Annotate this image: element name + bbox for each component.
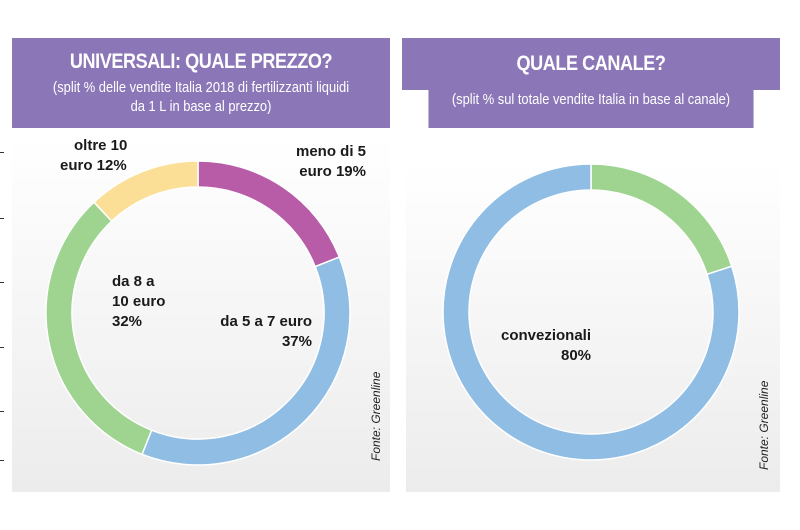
edge-tick <box>0 152 4 153</box>
price-panel: UNIVERSALI: QUALE PREZZO? (split % delle… <box>12 38 390 492</box>
slice-label: oltre 10 euro 12% <box>60 137 127 174</box>
channel-panel: QUALE CANALE? (split % sul totale vendit… <box>402 38 780 492</box>
slice-label: meno di 5 euro 19% <box>296 143 366 180</box>
channel-header: QUALE CANALE? <box>402 38 780 90</box>
price-subtitle: (split % delle vendite Italia 2018 di fe… <box>52 79 350 115</box>
slice-label: bio 20% <box>652 162 709 166</box>
source-note: Fonte: Greenline <box>757 380 771 470</box>
edge-tick <box>0 347 4 348</box>
channel-title: QUALE CANALE? <box>516 52 666 75</box>
donut-slice <box>141 256 351 466</box>
slice-label: da 8 a 10 euro 32% <box>112 273 165 330</box>
slice-label: convezionali 80% <box>501 327 591 364</box>
price-header: UNIVERSALI: QUALE PREZZO? (split % delle… <box>12 38 390 128</box>
donut-slice <box>92 160 199 223</box>
edge-tick <box>0 282 4 283</box>
source-note: Fonte: Greenline <box>369 371 383 461</box>
edge-tick <box>0 460 4 461</box>
channel-subtitle: (split % sul totale vendite Italia in ba… <box>428 90 754 128</box>
edge-tick <box>0 218 4 219</box>
donut-slice <box>442 163 740 461</box>
slice-label: da 5 a 7 euro 37% <box>220 313 312 350</box>
donut-slice <box>590 163 733 276</box>
edge-tick <box>0 411 4 412</box>
price-title: UNIVERSALI: QUALE PREZZO? <box>69 50 333 73</box>
